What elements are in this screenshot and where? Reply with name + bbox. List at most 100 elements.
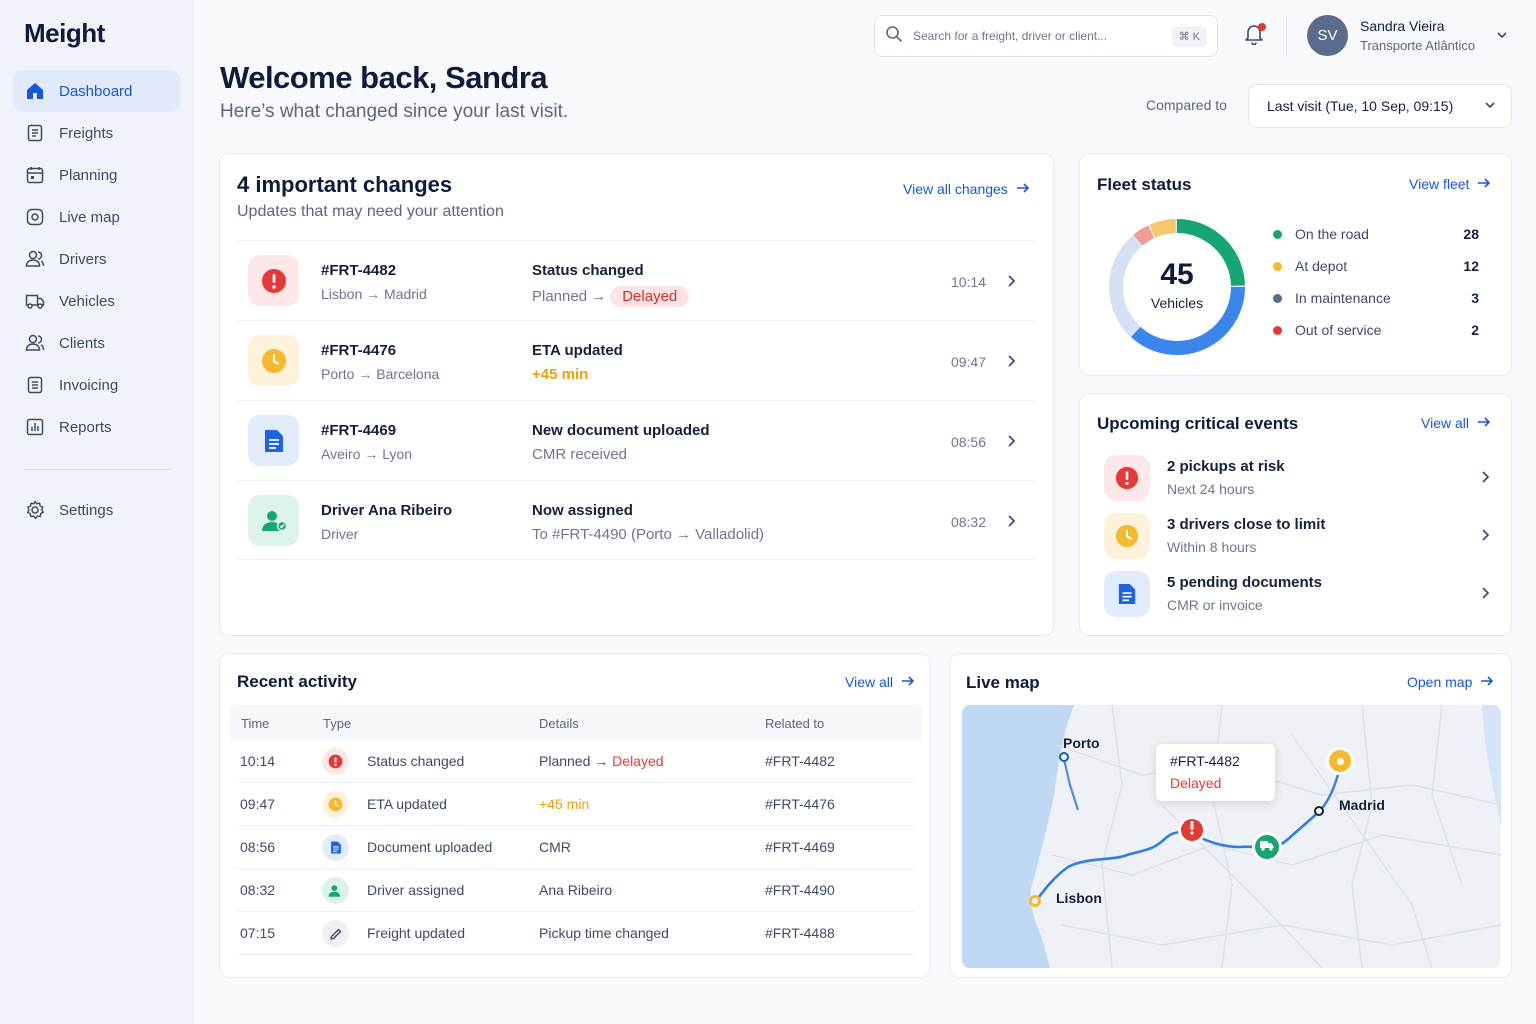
events-title: Upcoming critical events — [1097, 414, 1299, 433]
compare-select[interactable]: Last visit (Tue, 10 Sep, 09:15) — [1248, 84, 1512, 128]
nav-divider — [24, 469, 172, 470]
search-box[interactable]: Search for a freight, driver or client..… — [874, 15, 1218, 57]
app-logo: Meight — [24, 18, 105, 48]
table-row[interactable]: 10:14 Status changed Planned → Delayed #… — [236, 740, 914, 783]
map-pin-porto[interactable] — [1059, 752, 1069, 762]
city-label-porto: Porto — [1063, 735, 1100, 751]
view-all-events-link[interactable]: View all — [1421, 415, 1491, 431]
change-row[interactable]: #FRT-4469 Aveiro → Lyon New document upl… — [237, 400, 1036, 480]
compared-label: Compared to — [1146, 97, 1227, 113]
sidebar-item-label: Drivers — [59, 250, 107, 268]
row-related: #FRT-4490 — [765, 882, 835, 898]
event-item[interactable]: 3 drivers close to limit Within 8 hours — [1104, 511, 1494, 561]
row-type: Driver assigned — [367, 882, 465, 898]
avatar[interactable]: SV — [1307, 15, 1348, 56]
row-details: Pickup time changed — [539, 925, 669, 941]
arrow-right-icon — [1477, 415, 1491, 431]
legend-value: 3 — [1471, 290, 1479, 306]
chevron-right-icon — [1006, 514, 1016, 533]
calendar-icon — [25, 165, 45, 185]
sidebar-item-label: Reports — [59, 418, 112, 436]
chevron-down-icon[interactable] — [1495, 28, 1509, 47]
map-tooltip[interactable]: #FRT-4482 Delayed — [1156, 744, 1275, 801]
table-row[interactable]: 08:56 Document uploaded CMR #FRT-4469 — [236, 826, 914, 869]
view-all-activity-link[interactable]: View all — [845, 674, 915, 690]
sidebar-item-vehicles[interactable]: Vehicles — [13, 280, 180, 322]
document-icon — [25, 123, 45, 143]
row-time: 09:47 — [240, 796, 276, 812]
live-map[interactable]: Porto Madrid Lisbon #FRT-4482 Delayed — [962, 705, 1501, 968]
map-marker-truck[interactable] — [1252, 832, 1282, 862]
change-route: Aveiro → Lyon — [321, 446, 413, 462]
users-icon — [25, 249, 45, 269]
sidebar-item-freights[interactable]: Freights — [13, 112, 180, 154]
livemap-title: Live map — [966, 673, 1040, 692]
column-header: Type — [323, 716, 352, 731]
row-time: 10:14 — [240, 753, 276, 769]
change-row[interactable]: Driver Ana Ribeiro Driver Now assigned T… — [237, 480, 1036, 560]
events-card: Upcoming critical events View all — [1079, 393, 1512, 636]
chevron-right-icon — [1480, 528, 1490, 547]
open-map-link[interactable]: Open map — [1407, 674, 1494, 690]
legend-item-on-road: On the road 28 — [1273, 226, 1479, 242]
change-id: #FRT-4482 — [321, 262, 397, 279]
chevron-down-icon — [1483, 98, 1497, 115]
search-input[interactable]: Search for a freight, driver or client..… — [913, 29, 1108, 43]
view-fleet-link[interactable]: View fleet — [1409, 176, 1491, 192]
sidebar-item-label: Vehicles — [59, 292, 115, 310]
event-item[interactable]: 5 pending documents CMR or invoice — [1104, 569, 1494, 619]
sidebar-item-invoicing[interactable]: Invoicing — [13, 364, 180, 406]
activity-table-header: Time Type Details Related to — [230, 705, 922, 741]
fleet-donut — [1109, 219, 1245, 355]
change-id: #FRT-4469 — [321, 422, 397, 439]
view-all-changes-link[interactable]: View all changes — [903, 181, 1030, 197]
table-row[interactable]: 09:47 ETA updated +45 min #FRT-4476 — [236, 783, 914, 826]
sidebar-item-label: Dashboard — [59, 82, 133, 100]
sidebar-item-dashboard[interactable]: Dashboard — [13, 70, 180, 112]
driver-icon — [322, 877, 349, 904]
changes-subtitle: Updates that may need your attention — [237, 203, 504, 220]
column-header: Time — [241, 716, 270, 731]
user-name[interactable]: Sandra Vieira — [1360, 18, 1445, 34]
details-prefix: Planned → — [539, 753, 609, 769]
sidebar-item-settings[interactable]: Settings — [13, 489, 180, 531]
change-detail: To #FRT-4490 (Porto → Valladolid) — [532, 526, 765, 543]
map-pin-madrid[interactable] — [1314, 806, 1324, 816]
clock-icon — [1104, 513, 1150, 559]
driver-icon — [248, 495, 299, 546]
notifications-button[interactable] — [1240, 22, 1268, 50]
row-related: #FRT-4476 — [765, 796, 835, 812]
change-detail: CMR received — [532, 446, 628, 463]
table-row[interactable]: 08:32 Driver assigned Ana Ribeiro #FRT-4… — [236, 869, 914, 912]
arrow-right-icon — [1477, 176, 1491, 192]
sidebar-item-live-map[interactable]: Live map — [13, 196, 180, 238]
sidebar-item-clients[interactable]: Clients — [13, 322, 180, 364]
notification-dot — [1258, 23, 1266, 31]
sidebar-item-planning[interactable]: Planning — [13, 154, 180, 196]
arrow-right-icon — [1480, 674, 1494, 690]
table-row[interactable]: 07:15 Freight updated Pickup time change… — [236, 912, 914, 955]
document-icon — [248, 415, 299, 466]
row-related: #FRT-4469 — [765, 839, 835, 855]
link-label: Open map — [1407, 674, 1473, 690]
sidebar-item-reports[interactable]: Reports — [13, 406, 180, 448]
change-row[interactable]: #FRT-4482 Lisbon → Madrid Status changed… — [237, 240, 1036, 320]
sidebar-item-drivers[interactable]: Drivers — [13, 238, 180, 280]
map-marker-alert[interactable] — [1178, 816, 1206, 844]
map-marker-warning[interactable] — [1326, 747, 1354, 775]
change-row[interactable]: #FRT-4476 Porto → Barcelona ETA updated … — [237, 320, 1036, 400]
document-icon — [1104, 571, 1150, 617]
arrow-right-icon — [901, 674, 915, 690]
row-details: Planned → Delayed — [539, 753, 664, 769]
change-route: Driver — [321, 526, 359, 542]
sidebar-item-label: Settings — [59, 501, 114, 519]
home-icon — [25, 81, 45, 101]
fleet-total-label: Vehicles — [1150, 295, 1204, 311]
legend-label: At depot — [1295, 258, 1348, 274]
compare-select-value: Last visit (Tue, 10 Sep, 09:15) — [1267, 98, 1454, 114]
header-divider — [1286, 15, 1287, 57]
map-pin-lisbon[interactable] — [1029, 895, 1041, 907]
clock-icon — [322, 791, 349, 818]
document-icon — [322, 834, 349, 861]
event-item[interactable]: 2 pickups at risk Next 24 hours — [1104, 453, 1494, 503]
